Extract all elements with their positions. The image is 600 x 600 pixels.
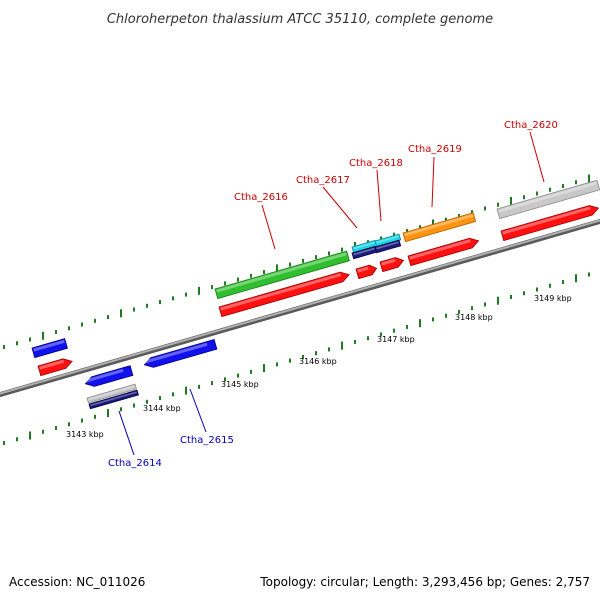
forward-tick-track xyxy=(3,174,590,349)
cds-feature-ctha-2620 xyxy=(500,205,600,242)
kbp-label: 3143 kbp xyxy=(66,430,104,439)
gene-feature-ctha-2614-pseudo xyxy=(86,383,137,404)
genome-backbone xyxy=(0,218,600,398)
gene-feature-ctha-2613 xyxy=(31,338,68,359)
cds-feature-ctha-2614 xyxy=(88,389,139,410)
gene-feature-ctha-2615 xyxy=(143,339,218,368)
kbp-label: 3145 kbp xyxy=(221,380,259,389)
gene-label-ctha-2614: Ctha_2614 xyxy=(108,458,162,469)
kbp-label: 3147 kbp xyxy=(377,335,415,344)
cds-feature-ctha-2618 xyxy=(379,257,405,273)
kbp-labels: 3143 kbp 3144 kbp 3145 kbp 3146 kbp 3147… xyxy=(66,294,572,439)
gene-label-ctha-2618: Ctha_2618 xyxy=(349,158,403,169)
gene-label-ctha-2616: Ctha_2616 xyxy=(234,192,288,203)
gene-feature-ctha-2616 xyxy=(214,250,350,300)
gene-feature-ctha-2619 xyxy=(402,212,477,243)
cds-feature-ctha-2618-dark xyxy=(374,239,402,254)
gene-label-ctha-2620: Ctha_2620 xyxy=(504,120,558,131)
gene-label-ctha-2617: Ctha_2617 xyxy=(296,175,350,186)
kbp-label: 3149 kbp xyxy=(534,294,572,303)
reverse-tick-track xyxy=(3,272,590,445)
gene-label-ctha-2619: Ctha_2619 xyxy=(408,144,462,155)
cds-feature-ctha-2616 xyxy=(218,271,350,318)
gene-label-ctha-2615: Ctha_2615 xyxy=(180,435,234,446)
gene-feature-ctha-2614 xyxy=(84,365,134,387)
map-title: Chloroherpeton thalassium ATCC 35110, co… xyxy=(107,12,493,27)
cds-feature-ctha-2617 xyxy=(355,264,378,280)
gene-features xyxy=(31,179,600,410)
kbp-label: 3146 kbp xyxy=(299,357,337,366)
gene-label-leaders xyxy=(118,131,545,456)
cds-feature-ctha-2619 xyxy=(407,237,480,267)
genome-summary-text: Topology: circular; Length: 3,293,456 bp… xyxy=(259,575,590,589)
gene-feature-ctha-2618 xyxy=(374,233,402,248)
kbp-label: 3148 kbp xyxy=(455,313,493,322)
accession-text: Accession: NC_011026 xyxy=(9,575,145,589)
kbp-label: 3144 kbp xyxy=(143,404,181,413)
gene-labels: Ctha_2614 Ctha_2615 Ctha_2616 Ctha_2617 … xyxy=(108,120,558,469)
cds-feature-ctha-2613 xyxy=(37,358,73,377)
